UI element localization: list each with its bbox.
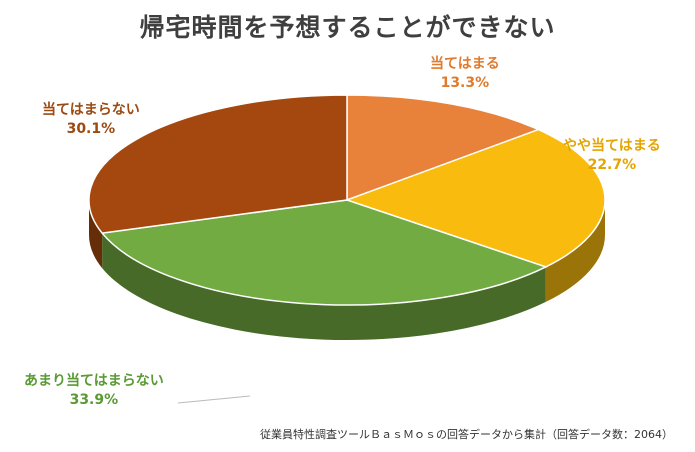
source-note: 従業員特性調査ツールＢａｓＭｏｓの回答データから集計（回答データ数：2064） [260, 428, 673, 441]
pie-slice-3 [88, 94, 348, 234]
slice-label-3-value: 30.1% [66, 121, 116, 137]
slice-label-0: 当てはまる 13.3% [430, 55, 500, 93]
pie-slice-2 [100, 199, 548, 306]
leader-line [177, 395, 251, 404]
pie-slice-1 [344, 128, 606, 268]
slice-label-0-name: 当てはまる [430, 56, 500, 72]
slice-label-2-name: あまり当てはまらない [24, 373, 164, 389]
slice-label-0-value: 13.3% [440, 75, 490, 91]
pie-slice-side-1 [545, 200, 605, 302]
slice-label-3: 当てはまらない 30.1% [42, 101, 140, 139]
pie-slice-side-2 [102, 233, 546, 340]
slice-label-3-name: 当てはまらない [42, 102, 140, 118]
slice-label-1-value: 22.7% [587, 157, 637, 173]
chart-title: 帰宅時間を予想することができない [139, 13, 556, 42]
slice-label-2: あまり当てはまらない 33.9% [24, 372, 164, 410]
slice-label-1-name: やや当てはまる [563, 138, 661, 154]
slice-label-2-value: 33.9% [69, 392, 119, 408]
slice-label-1: やや当てはまる 22.7% [563, 137, 661, 175]
pie-slice-0 [346, 94, 541, 202]
